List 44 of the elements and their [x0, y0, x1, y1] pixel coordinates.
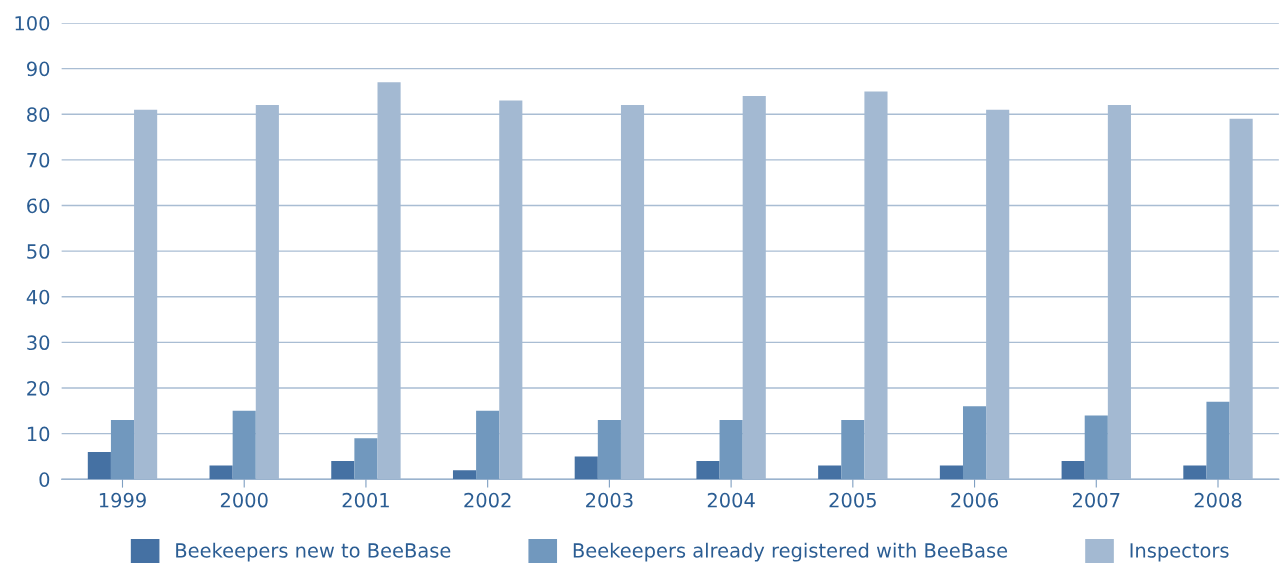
y-tick-label: 50	[27, 244, 50, 259]
legend-label: Inspectors	[1130, 543, 1229, 562]
bar	[232, 410, 256, 480]
x-tick-label: 2001	[342, 492, 389, 508]
y-tick-label: 20	[27, 380, 50, 396]
bar	[597, 419, 621, 480]
x-tick-label: 2003	[586, 492, 633, 508]
bar	[452, 470, 477, 480]
y-tick-label: 100	[15, 15, 50, 31]
bar	[574, 456, 598, 480]
bar	[110, 419, 135, 480]
bar	[87, 451, 111, 480]
bar	[1084, 415, 1108, 480]
y-tick-label: 90	[27, 61, 50, 77]
x-tick-label: 2000	[220, 492, 268, 508]
y-tick-label: 40	[26, 289, 50, 305]
bar	[331, 461, 355, 480]
bar	[719, 419, 743, 480]
x-tick-label: 2008	[1194, 492, 1242, 508]
bar	[354, 438, 378, 480]
x-tick-label: 1999	[99, 492, 146, 508]
y-tick-label: 80	[27, 107, 50, 122]
bar	[841, 419, 865, 480]
bar	[209, 465, 233, 480]
y-tick-label: 0	[39, 472, 50, 487]
legend-label: Beekeepers already registered with BeeBase	[573, 542, 1008, 562]
x-tick-label: 2006	[951, 492, 999, 508]
bar	[696, 461, 720, 480]
y-tick-label: 70	[27, 152, 50, 168]
bar	[1183, 465, 1207, 480]
y-tick-label: 60	[27, 198, 50, 214]
x-tick-label: 2007	[1072, 492, 1120, 508]
y-tick-label: 30	[27, 335, 50, 351]
bar	[818, 465, 842, 480]
x-tick-label: 2002	[464, 492, 511, 508]
bar	[1061, 461, 1085, 480]
legend-label: Beekeepers new to BeeBase	[176, 542, 451, 562]
bar	[939, 465, 963, 480]
bar	[476, 410, 500, 480]
y-tick-label: 10	[27, 426, 50, 442]
x-tick-label: 2004	[707, 492, 755, 508]
x-tick-label: 2005	[829, 492, 876, 508]
bar	[962, 406, 987, 480]
bar	[1206, 401, 1230, 480]
